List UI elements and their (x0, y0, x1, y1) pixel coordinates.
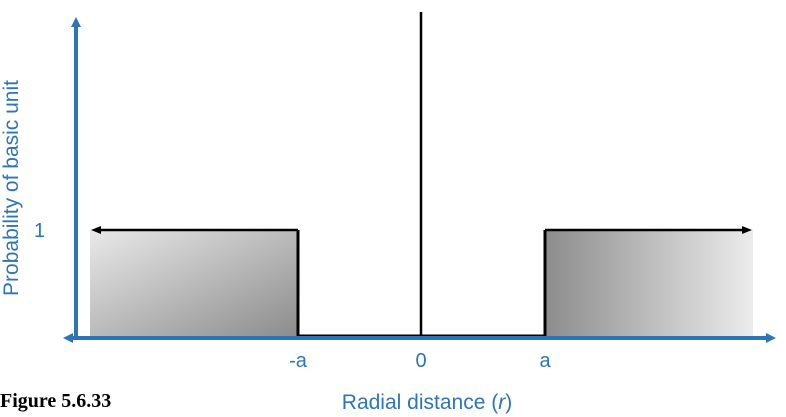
x-axis-title: Radial distance (r) (342, 391, 512, 414)
y-axis-title: Probability of basic unit (0, 80, 23, 296)
x-tick-label-a: a (539, 350, 551, 372)
x-tick-label-zero: 0 (415, 350, 426, 372)
left-shaded-region (90, 230, 298, 336)
right-shaded-region (545, 230, 753, 336)
x-axis-title-variable: r (498, 391, 506, 414)
x-axis-title-suffix: ) (505, 391, 512, 414)
x-axis-title-prefix: Radial distance ( (342, 391, 498, 414)
y-tick-label-1: 1 (34, 220, 45, 242)
figure-caption: Figure 5.6.33 (0, 390, 112, 412)
x-tick-label-neg-a: -a (289, 350, 308, 372)
